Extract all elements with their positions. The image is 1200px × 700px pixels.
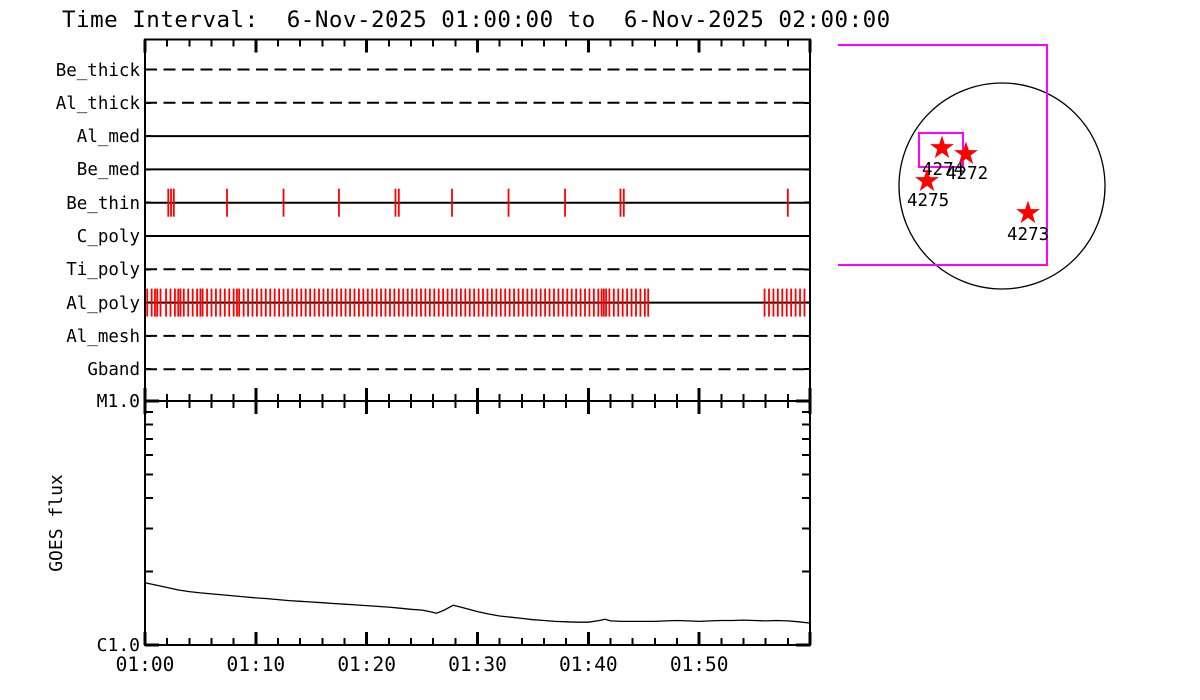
active-region-star-4275: [915, 168, 939, 192]
y-axis-top-label: M1.0: [97, 391, 140, 412]
exposure-event-ticks: [146, 188, 806, 317]
row-label-gband: Gband: [87, 360, 140, 380]
goes-flux-line: [144, 582, 811, 624]
row-label-al-med: Al_med: [77, 127, 140, 147]
row-label-be-med: Be_med: [77, 160, 140, 180]
row-label-al-thick: Al_thick: [56, 94, 141, 114]
row-label-al-mesh: Al_mesh: [66, 327, 140, 347]
fov-box-large: [838, 44, 1048, 266]
row-label-c-poly: C_poly: [77, 227, 140, 247]
active-region-label-4275: 4275: [907, 191, 949, 211]
page-title: Time Interval: 6-Nov-2025 01:00:00 to 6-…: [62, 7, 891, 33]
y-axis-title: GOES flux: [46, 474, 67, 572]
x-tick-label: 01:40: [559, 653, 618, 676]
goes-panel-frame: [144, 400, 811, 646]
filter-row-lines: [145, 68, 810, 371]
solar-limb-circle: [898, 82, 1106, 290]
timeline-panel-frame: [144, 38, 811, 402]
row-label-be-thick: Be_thick: [56, 61, 141, 81]
x-tick-label: 01:00: [116, 653, 175, 676]
x-tick-label: 01:10: [226, 653, 285, 676]
time-axis-labels: 01:00 01:10 01:20 01:30 01:40 01:50: [116, 653, 729, 676]
axes-and-ticks: [143, 38, 812, 647]
active-region-label-4274: 4274: [922, 160, 964, 180]
x-tick-label: 01:30: [448, 653, 507, 676]
active-region-label-4272: 4272: [946, 164, 988, 184]
fov-box-small: [918, 132, 964, 168]
active-region-star-4272: [954, 141, 978, 165]
x-tick-label: 01:50: [670, 653, 729, 676]
y-axis-bottom-label: C1.0: [97, 635, 140, 656]
active-region-label-4273: 4273: [1007, 225, 1049, 245]
x-tick-label: 01:20: [337, 653, 396, 676]
active-region-star-4274: [930, 135, 954, 159]
row-label-ti-poly: Ti_poly: [66, 260, 140, 280]
row-label-al-poly: Al_poly: [66, 294, 140, 314]
row-label-be-thin: Be_thin: [66, 194, 140, 214]
active-region-star-4273: [1016, 200, 1040, 224]
goes-flux-curve: [144, 582, 811, 624]
